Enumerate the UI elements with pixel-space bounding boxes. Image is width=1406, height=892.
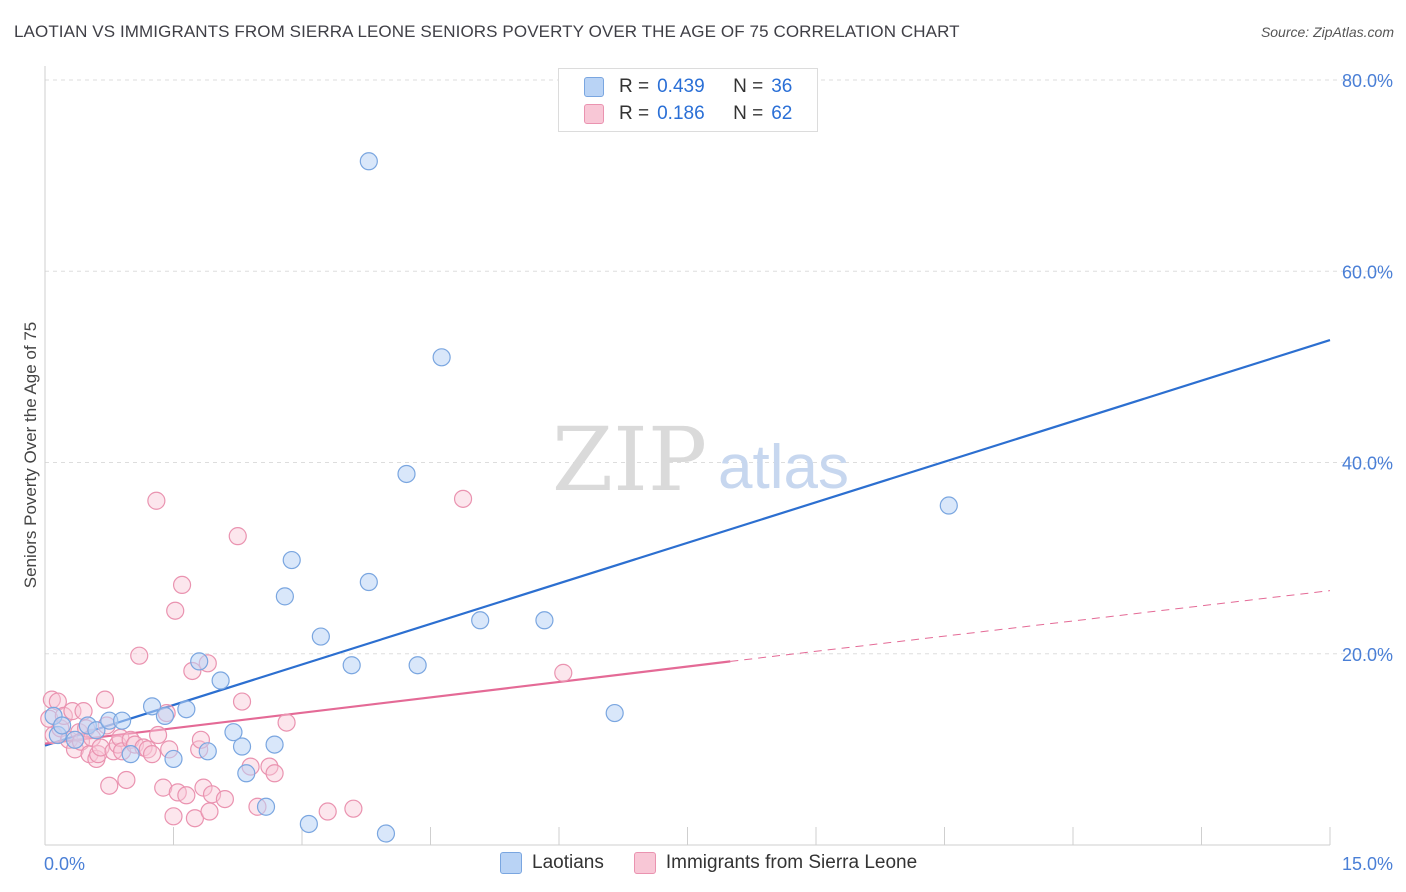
sierra-leone-point	[265, 764, 284, 783]
sierra-leone-point	[147, 491, 166, 510]
y-tick-label: 40.0%	[1342, 454, 1393, 474]
legend-r-value-sierra-leone: 0.186	[657, 103, 705, 124]
laotian-point	[164, 749, 183, 769]
laotian-point	[311, 627, 330, 646]
series-legend-laotians: Laotians	[500, 852, 604, 874]
legend-row-sierra-leone: R = 0.186 N = 62	[584, 102, 793, 126]
legend-r-label: R =	[619, 76, 650, 97]
laotian-point	[190, 652, 209, 671]
sierra-leone-point	[154, 778, 173, 797]
sierra-leone-point	[344, 799, 363, 818]
laotian-point	[359, 572, 378, 592]
x-tick-label: 0.0%	[44, 854, 85, 874]
laotian-point	[142, 697, 162, 716]
legend-n-value-sierra-leone: 62	[771, 103, 793, 124]
sierra-leone-point	[164, 807, 183, 826]
x-tick-label: 15.0%	[1342, 854, 1393, 874]
trend-lines	[44, 339, 1331, 747]
source-credit: Source: ZipAtlas.com	[1260, 24, 1394, 40]
y-axis-label: Seniors Poverty Over the Age of 75	[21, 322, 40, 588]
y-tick-label: 60.0%	[1342, 262, 1393, 282]
series-legend-sierra-leone: Immigrants from Sierra Leone	[633, 852, 918, 874]
watermark-zip: ZIP	[552, 408, 707, 511]
series-label-sierra-leone: Immigrants from Sierra Leone	[665, 852, 918, 873]
sierra-leone-point	[95, 690, 115, 709]
x-tick-labels: 0.0% 15.0%	[44, 854, 1393, 874]
legend-r-label: R =	[619, 103, 650, 124]
laotian-point	[198, 742, 217, 761]
laotian-point	[939, 496, 958, 515]
series-legend: Laotians Immigrants from Sierra Leone	[500, 852, 947, 874]
sierra-leone-point	[166, 601, 185, 620]
laotian-point	[121, 745, 140, 764]
y-tick-label: 80.0%	[1342, 71, 1393, 91]
laotian-point	[112, 711, 132, 730]
laotian-trend-line	[44, 339, 1331, 747]
sierra-leone-point	[277, 713, 296, 732]
sierra-leone-point	[142, 745, 162, 764]
sierra-leone-point	[177, 786, 196, 805]
laotian-point	[265, 735, 284, 754]
laotian-point	[275, 587, 294, 606]
stats-legend: R = 0.439 N = 36 R = 0.186 N = 62	[558, 68, 818, 132]
legend-r-value-laotians: 0.439	[657, 76, 705, 97]
sierra-leone-point	[100, 776, 119, 795]
sierra-leone-point	[148, 725, 168, 745]
legend-swatch-laotians	[584, 77, 604, 97]
y-tick-label: 20.0%	[1342, 645, 1393, 665]
sierra-leone-point	[318, 802, 337, 821]
laotian-point	[256, 797, 276, 816]
sierra-leone-trend-extension	[730, 590, 1331, 662]
laotian-point	[408, 656, 427, 675]
watermark-atlas: atlas	[718, 433, 849, 502]
laotian-point	[471, 611, 490, 630]
legend-row-laotians: R = 0.439 N = 36	[584, 75, 793, 99]
series-label-laotians: Laotians	[532, 852, 604, 873]
laotian-point	[376, 824, 396, 843]
legend-n-value-laotians: 36	[771, 76, 793, 97]
legend-n-label: N =	[733, 103, 764, 124]
laotian-point	[237, 764, 256, 783]
legend-n-label: N =	[733, 76, 764, 97]
laotian-point	[177, 700, 196, 719]
laotian-point	[432, 348, 451, 367]
sierra-leone-point	[130, 646, 149, 665]
laotian-point	[155, 706, 175, 726]
sierra-leone-point	[117, 770, 136, 790]
gridlines	[45, 79, 1392, 655]
sierra-leone-point	[228, 527, 247, 546]
sierra-leone-point	[200, 802, 219, 821]
laotian-point	[535, 611, 554, 630]
sierra-leone-point	[453, 489, 473, 508]
laotian-point	[299, 814, 318, 834]
laotian-point	[605, 703, 624, 723]
legend-swatch-sierra-leone	[584, 104, 604, 124]
laotian-point	[232, 737, 252, 756]
sierra-leone-points	[40, 489, 573, 828]
sierra-leone-point	[554, 663, 573, 682]
y-tick-labels: 20.0% 40.0% 60.0% 80.0%	[1342, 71, 1393, 665]
series-swatch-laotians	[500, 852, 522, 874]
laotian-point	[397, 464, 416, 484]
laotian-points	[44, 152, 958, 843]
laotian-point	[342, 656, 361, 675]
laotian-point	[65, 730, 85, 749]
laotian-point	[87, 721, 106, 740]
sierra-leone-point	[232, 692, 252, 711]
series-swatch-sierra-leone	[633, 852, 656, 874]
laotian-point	[53, 716, 72, 735]
laotian-point	[224, 723, 243, 742]
laotian-point	[359, 152, 378, 171]
chart-title: LAOTIAN VS IMMIGRANTS FROM SIERRA LEONE …	[14, 22, 960, 41]
sierra-leone-trend-line	[44, 660, 731, 745]
laotian-point	[282, 550, 301, 570]
laotian-point	[211, 671, 230, 690]
sierra-leone-point	[172, 575, 192, 595]
sierra-leone-point	[215, 789, 234, 809]
